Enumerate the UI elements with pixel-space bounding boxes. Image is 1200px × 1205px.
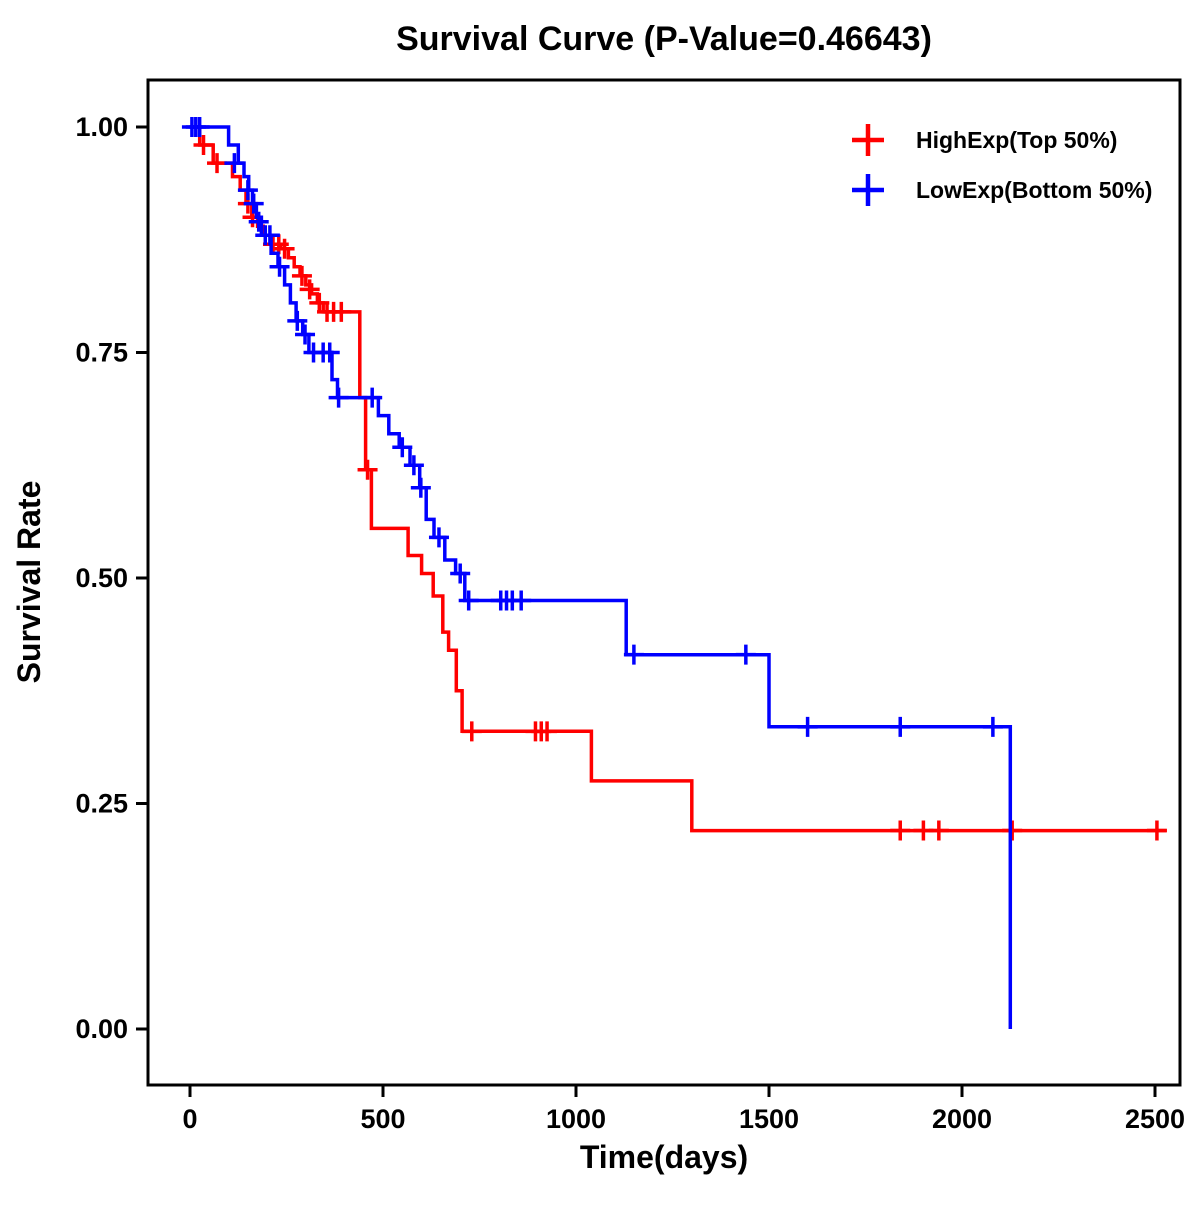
- censor-mark: [295, 324, 316, 345]
- x-tick-label: 500: [360, 1104, 405, 1134]
- censor-mark: [269, 256, 290, 277]
- censor-mark: [890, 820, 911, 841]
- legend-item-highexp: HighExp(Top 50%): [852, 124, 1117, 156]
- censor-mark: [274, 238, 295, 259]
- series-layer: [181, 117, 1167, 1029]
- series-1: [181, 117, 1013, 1029]
- censor-mark: [392, 437, 413, 458]
- censor-mark: [207, 153, 228, 174]
- y-tick-label: 0.25: [75, 789, 128, 819]
- censor-mark: [299, 279, 320, 300]
- axes: 0 500 1000 1500 2000 2500 0.00 0.25 0.50 0.75 1.00: [75, 112, 1185, 1134]
- censor-mark: [224, 153, 245, 174]
- censor-mark: [328, 387, 349, 408]
- censor-mark: [428, 527, 449, 548]
- legend: HighExp(Top 50%) LowExp(Bottom 50%): [852, 124, 1152, 206]
- x-tick-label: 0: [182, 1104, 197, 1134]
- censor-mark: [410, 477, 431, 498]
- censor-mark: [357, 459, 378, 480]
- highexp-plus-icon: [852, 124, 884, 156]
- censor-mark: [797, 716, 818, 737]
- legend-item-lowexp: LowExp(Bottom 50%): [852, 174, 1152, 206]
- x-axis-title: Time(days): [580, 1139, 748, 1175]
- censor-mark: [319, 342, 340, 363]
- survival-curve-0: [190, 125, 1167, 833]
- x-tick-label: 2000: [932, 1104, 992, 1134]
- survival-curve-1: [190, 125, 1013, 1029]
- x-tick-label: 1000: [546, 1104, 606, 1134]
- chart-title: Survival Curve (P-Value=0.46643): [396, 20, 932, 58]
- censor-mark: [243, 193, 264, 214]
- legend-label-lowexp: LowExp(Bottom 50%): [916, 177, 1152, 203]
- x-tick-label: 2500: [1125, 1104, 1185, 1134]
- censor-mark: [287, 310, 308, 331]
- censor-mark: [458, 590, 479, 611]
- censor-mark: [982, 716, 1003, 737]
- censor-mark: [259, 225, 280, 246]
- censor-mark: [623, 644, 644, 665]
- censor-mark: [511, 590, 532, 611]
- y-axis-title: Survival Rate: [11, 481, 47, 684]
- censor-mark: [291, 265, 312, 286]
- series-0: [190, 125, 1167, 841]
- censor-mark: [928, 820, 949, 841]
- y-tick-label: 0.50: [75, 563, 128, 593]
- x-tick-label: 1500: [739, 1104, 799, 1134]
- censor-mark: [189, 117, 210, 137]
- censor-mark: [237, 180, 258, 201]
- legend-label-highexp: HighExp(Top 50%): [916, 127, 1117, 153]
- censor-mark: [331, 301, 352, 322]
- censor-mark: [461, 721, 482, 742]
- censor-mark: [193, 135, 214, 156]
- censor-mark: [450, 563, 471, 584]
- plot-border: [146, 78, 1182, 1087]
- censor-mark: [248, 211, 269, 232]
- y-tick-label: 1.00: [75, 112, 128, 142]
- censor-mark: [735, 644, 756, 665]
- censor-mark: [890, 716, 911, 737]
- censor-mark: [1002, 820, 1023, 841]
- censor-mark: [537, 721, 558, 742]
- y-tick-label: 0.00: [75, 1014, 128, 1044]
- y-tick-label: 0.75: [75, 338, 128, 368]
- lowexp-plus-icon: [852, 174, 884, 206]
- censor-mark: [362, 387, 383, 408]
- censor-mark: [403, 455, 424, 476]
- censor-mark: [1146, 820, 1167, 841]
